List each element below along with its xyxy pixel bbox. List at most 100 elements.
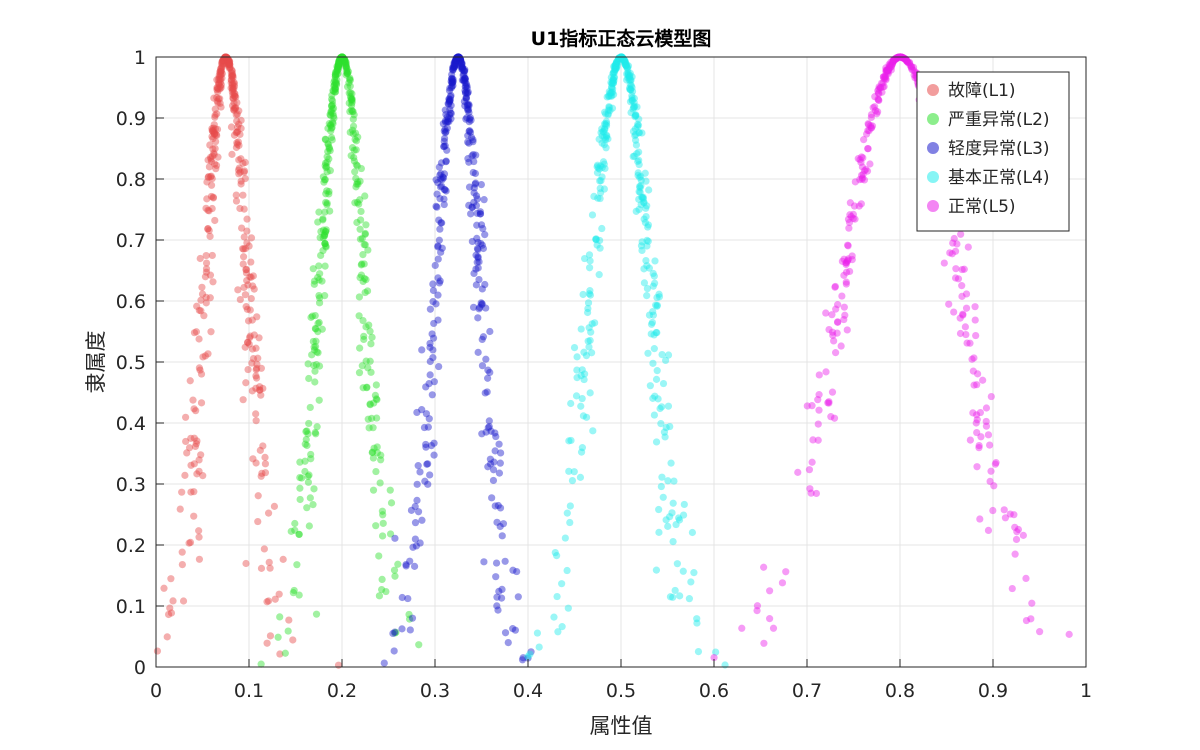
data-point xyxy=(1014,525,1023,534)
data-point xyxy=(310,361,318,370)
data-point xyxy=(778,579,787,587)
data-point xyxy=(680,500,688,509)
data-point xyxy=(641,169,649,177)
data-point xyxy=(261,469,270,477)
data-point xyxy=(229,73,237,82)
data-point xyxy=(334,63,342,71)
data-point xyxy=(348,106,356,114)
data-point xyxy=(426,471,434,479)
data-point xyxy=(585,343,593,351)
data-point xyxy=(315,362,324,370)
data-point xyxy=(331,68,340,76)
data-point xyxy=(209,194,218,202)
data-point xyxy=(446,96,454,104)
data-point xyxy=(649,311,658,319)
data-point xyxy=(195,364,203,372)
data-point xyxy=(628,73,636,81)
data-point xyxy=(205,207,213,215)
data-point xyxy=(310,485,318,493)
data-point xyxy=(438,244,446,252)
data-point xyxy=(228,150,236,158)
data-point xyxy=(974,370,982,378)
data-point xyxy=(509,566,517,574)
data-point xyxy=(598,163,606,172)
data-point xyxy=(219,57,227,65)
data-point xyxy=(319,226,328,234)
data-point xyxy=(627,76,635,84)
data-point xyxy=(514,593,522,601)
data-point xyxy=(615,54,623,62)
data-point xyxy=(459,67,468,75)
data-point xyxy=(486,368,494,377)
data-point xyxy=(867,122,875,130)
data-point xyxy=(879,79,887,87)
data-point xyxy=(875,83,883,91)
data-point xyxy=(657,420,665,428)
data-point xyxy=(631,113,639,121)
data-point xyxy=(331,72,339,81)
data-point xyxy=(336,56,344,64)
data-point xyxy=(611,63,619,71)
data-point xyxy=(190,329,199,337)
legend: 故障(L1)严重异常(L2)轻度异常(L3)基本正常(L4)正常(L5) xyxy=(916,71,1070,232)
data-point xyxy=(345,79,353,87)
data-point xyxy=(1001,514,1010,522)
data-point xyxy=(348,95,356,103)
data-point xyxy=(347,101,356,109)
data-point xyxy=(610,68,618,76)
data-point xyxy=(468,203,476,212)
data-point xyxy=(450,63,458,71)
data-point xyxy=(834,318,842,326)
data-point xyxy=(586,336,594,345)
data-point xyxy=(190,434,198,442)
data-point xyxy=(211,113,219,121)
data-point xyxy=(586,389,594,397)
data-point xyxy=(977,433,985,441)
data-point xyxy=(643,292,651,300)
data-point xyxy=(343,65,351,73)
data-point xyxy=(611,65,619,73)
data-point xyxy=(356,344,364,352)
data-point xyxy=(233,140,241,148)
data-point xyxy=(473,209,481,217)
data-point xyxy=(230,85,238,93)
data-point xyxy=(211,125,219,133)
data-point xyxy=(313,423,321,431)
data-point xyxy=(425,380,433,388)
data-point xyxy=(946,249,954,257)
data-point xyxy=(478,241,486,249)
data-point xyxy=(484,424,492,432)
data-point xyxy=(474,254,482,262)
data-point xyxy=(600,128,608,136)
data-point xyxy=(256,446,264,454)
data-point xyxy=(906,61,914,69)
data-point xyxy=(635,182,644,191)
data-point xyxy=(638,129,646,137)
data-point xyxy=(610,74,618,82)
data-point xyxy=(209,278,217,286)
data-point xyxy=(461,82,469,91)
data-point xyxy=(874,95,882,103)
data-point xyxy=(217,103,225,111)
data-point xyxy=(627,76,635,85)
data-point xyxy=(610,77,618,85)
data-point xyxy=(602,110,610,118)
data-point xyxy=(1000,506,1008,514)
data-point xyxy=(461,74,469,83)
data-point xyxy=(329,101,337,109)
data-point xyxy=(232,143,241,152)
data-point xyxy=(579,290,587,299)
data-point xyxy=(233,128,241,136)
data-point xyxy=(458,63,467,72)
data-point xyxy=(244,317,253,325)
data-point xyxy=(463,82,471,90)
data-point xyxy=(275,590,283,598)
data-point xyxy=(511,626,519,634)
data-point xyxy=(1036,628,1044,636)
data-point xyxy=(337,53,345,62)
data-point xyxy=(214,95,223,103)
data-point xyxy=(632,130,640,139)
data-point xyxy=(843,257,851,265)
data-point xyxy=(320,178,328,186)
data-point xyxy=(887,63,896,71)
